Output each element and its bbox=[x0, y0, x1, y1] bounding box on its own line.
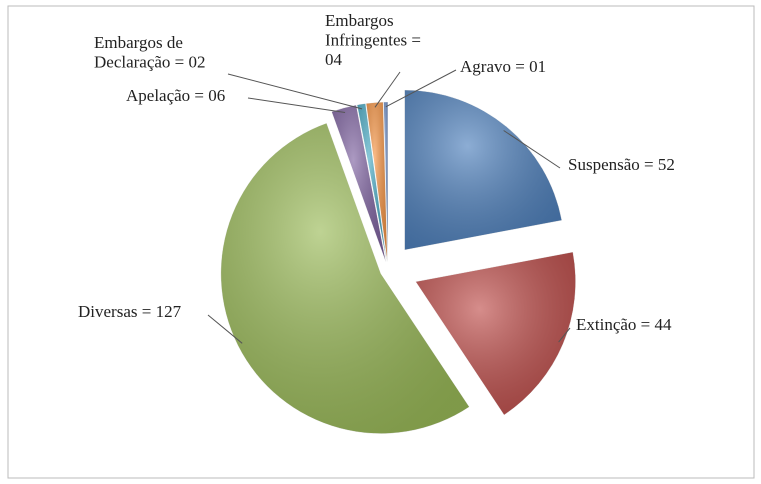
leader-line bbox=[227, 73, 363, 110]
leader-line bbox=[374, 71, 401, 108]
slice-label: Agravo = 01 bbox=[460, 57, 546, 76]
slice-shade bbox=[220, 123, 470, 434]
slice-label: Diversas = 127 bbox=[78, 302, 182, 321]
leader-line bbox=[385, 69, 457, 108]
leader-line bbox=[558, 327, 571, 343]
slice-shade bbox=[366, 102, 388, 263]
slice-shade bbox=[383, 102, 388, 263]
slice-label: Extinção = 44 bbox=[576, 315, 672, 334]
slice-label: Embargos Infringentes = 04 bbox=[325, 11, 421, 69]
slice-label: Embargos de Declaração = 02 bbox=[94, 33, 206, 72]
leader-line bbox=[247, 97, 346, 114]
slice-shade bbox=[415, 252, 576, 415]
leader-line bbox=[207, 314, 243, 344]
slice-label: Apelação = 06 bbox=[126, 86, 225, 105]
slice-shade bbox=[404, 89, 562, 250]
leader-line bbox=[503, 130, 561, 169]
slice-shade bbox=[357, 103, 387, 263]
slice-shade bbox=[331, 105, 386, 263]
slice-label: Suspensão = 52 bbox=[568, 155, 675, 174]
